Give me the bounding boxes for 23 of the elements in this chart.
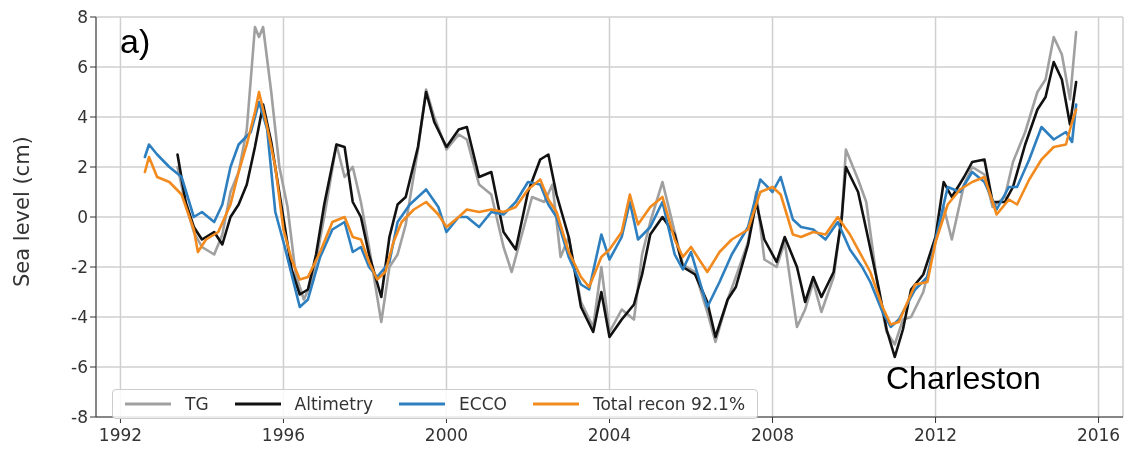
- x-tick-label: 2012: [913, 425, 958, 446]
- legend-label: TG: [185, 394, 209, 414]
- y-tick-label: -6: [71, 357, 88, 378]
- y-tick-label: 2: [77, 157, 88, 178]
- x-tick-label: 1996: [261, 425, 306, 446]
- y-tick-label: 6: [77, 57, 88, 78]
- legend-label: Altimetry: [294, 394, 374, 414]
- x-tick-label: 2004: [587, 425, 632, 446]
- y-tick-label: -2: [71, 257, 88, 278]
- y-tick-label: -8: [71, 407, 88, 428]
- x-tick-label: 2016: [1076, 425, 1121, 446]
- annotation: a): [120, 22, 151, 61]
- legend-label: ECCO: [459, 394, 507, 414]
- y-tick-label: -4: [71, 307, 88, 328]
- x-tick-label: 1992: [98, 425, 143, 446]
- y-tick-label: 4: [77, 107, 88, 128]
- y-tick-label: 8: [77, 7, 88, 28]
- y-tick-label: 0: [77, 207, 88, 228]
- x-tick-label: 2008: [750, 425, 795, 446]
- legend-label: Total recon 92.1%: [592, 394, 746, 414]
- y-axis-title: Sea level (cm): [10, 136, 35, 287]
- x-tick-label: 2000: [424, 425, 469, 446]
- annotation: Charleston: [886, 360, 1041, 397]
